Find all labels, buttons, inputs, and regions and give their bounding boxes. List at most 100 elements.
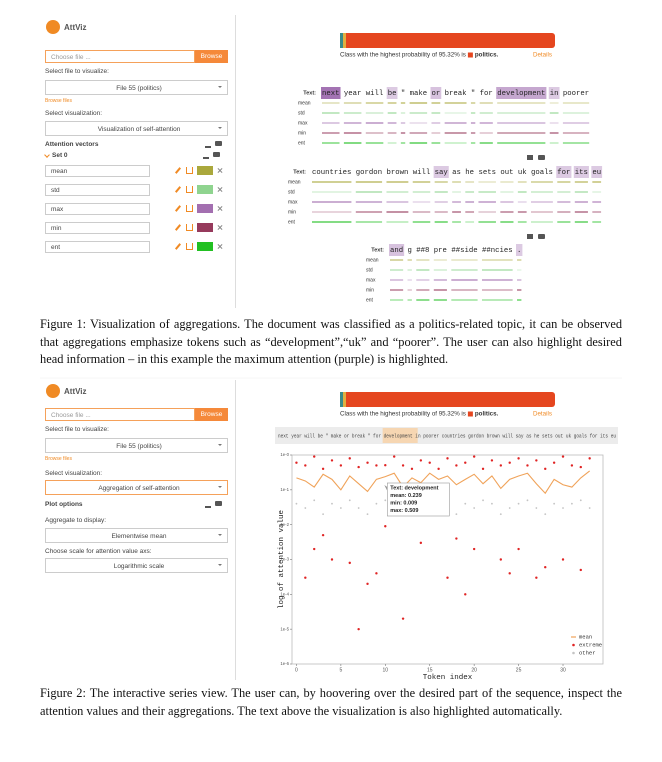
- token: for: [480, 90, 493, 98]
- file-select[interactable]: File 55 (politics): [45, 80, 228, 95]
- style-icon[interactable]: [186, 243, 193, 250]
- token: will: [413, 169, 431, 177]
- caption-label: Figure 2:: [40, 686, 86, 700]
- vector-name-input[interactable]: max: [45, 203, 150, 215]
- y-tick-label: 1e-1: [280, 487, 289, 492]
- token: next: [322, 90, 340, 98]
- browse-button[interactable]: Browse: [195, 408, 228, 421]
- download-icon: [205, 501, 211, 508]
- point: [331, 502, 333, 505]
- point: [535, 576, 538, 579]
- color-swatch[interactable]: [197, 204, 213, 213]
- camera-icon: [213, 152, 220, 157]
- point: [357, 507, 360, 509]
- color-swatch[interactable]: [197, 242, 213, 251]
- point: [544, 513, 547, 516]
- point: [472, 547, 476, 551]
- remove-icon[interactable]: [217, 243, 223, 249]
- point: [322, 513, 324, 516]
- browse-files-link[interactable]: Browse files: [45, 456, 72, 462]
- point: [330, 558, 334, 561]
- point: [517, 547, 520, 551]
- point: [313, 547, 316, 551]
- remove-icon[interactable]: [217, 205, 223, 211]
- point: [508, 507, 511, 509]
- point: [455, 537, 458, 540]
- remove-icon[interactable]: [217, 186, 223, 192]
- point: [490, 459, 494, 462]
- token: for: [557, 169, 570, 177]
- point: [295, 502, 298, 505]
- aggregate-label: std: [298, 110, 305, 116]
- details-link: Details: [533, 411, 552, 418]
- point: [313, 455, 316, 458]
- token: brown: [386, 169, 408, 177]
- point: [428, 461, 431, 464]
- token: ##side: [451, 247, 477, 255]
- vis-select[interactable]: Aggregation of self-attention: [45, 480, 228, 495]
- download-icon: [203, 152, 209, 159]
- style-icon[interactable]: [186, 224, 193, 231]
- file-input[interactable]: Choose file ...: [45, 50, 195, 63]
- color-swatch[interactable]: [197, 223, 213, 232]
- aggregate-label: mean: [298, 100, 311, 106]
- token-highlight: [591, 166, 603, 178]
- point: [384, 499, 387, 502]
- x-tick-label: 30: [560, 667, 566, 673]
- token-strip-text: next year will be " make or break " for …: [278, 433, 616, 439]
- tooltip-pointer: [384, 485, 388, 491]
- point: [357, 627, 360, 631]
- point: [481, 467, 485, 471]
- point: [464, 593, 467, 596]
- file-input[interactable]: Choose file ...: [45, 408, 195, 421]
- browse-button[interactable]: Browse: [195, 50, 228, 63]
- point: [339, 507, 342, 509]
- vector-name-input[interactable]: std: [45, 184, 150, 196]
- file-select[interactable]: File 55 (politics): [45, 438, 228, 453]
- text-label: Text:: [371, 247, 384, 253]
- aggregate-label: std: [288, 189, 295, 195]
- point: [313, 499, 316, 502]
- point: [366, 582, 369, 586]
- point: [366, 461, 369, 464]
- aggregate-select[interactable]: Elementwise mean: [45, 528, 228, 543]
- point: [295, 461, 298, 464]
- style-icon[interactable]: [186, 167, 193, 174]
- token: poorer: [563, 90, 589, 98]
- prediction-text: Class with the highest probability of 95…: [340, 52, 466, 59]
- legend-label: other: [579, 649, 596, 656]
- tooltip-line: mean: 0.239: [390, 493, 422, 499]
- token: in: [550, 90, 559, 98]
- remove-icon[interactable]: [217, 224, 223, 230]
- style-icon[interactable]: [186, 186, 193, 193]
- caption-label: Figure 1:: [40, 317, 87, 331]
- aggregate-label: ent: [366, 297, 374, 303]
- color-swatch[interactable]: [197, 185, 213, 194]
- class-swatch: [467, 52, 473, 58]
- remove-icon[interactable]: [217, 167, 223, 173]
- vector-name-input[interactable]: mean: [45, 165, 150, 177]
- token: eu: [592, 169, 601, 177]
- vis-select[interactable]: Visualization of self-attention: [45, 121, 228, 136]
- caption: Figure 1: Visualization of aggregations.…: [40, 316, 622, 369]
- color-swatch[interactable]: [197, 166, 213, 175]
- y-tick-label: 1e-6: [280, 661, 289, 666]
- scale-select[interactable]: Logarithmic scale: [45, 558, 228, 573]
- point: [499, 513, 502, 516]
- browse-files-link[interactable]: Browse files: [45, 98, 72, 104]
- token: gordon: [356, 169, 382, 177]
- vector-name-input[interactable]: min: [45, 222, 150, 234]
- point: [544, 566, 547, 569]
- vector-name-input[interactable]: ent: [45, 241, 150, 253]
- point: [455, 464, 458, 467]
- token: its: [575, 169, 588, 177]
- style-icon[interactable]: [186, 205, 193, 212]
- legend-swatch: [572, 651, 575, 655]
- tooltip: [386, 482, 450, 517]
- token: pre: [434, 247, 447, 255]
- aggregate-label: ent: [298, 140, 306, 146]
- prediction-class: politics.: [475, 411, 499, 418]
- x-axis-label: Token index: [423, 674, 473, 682]
